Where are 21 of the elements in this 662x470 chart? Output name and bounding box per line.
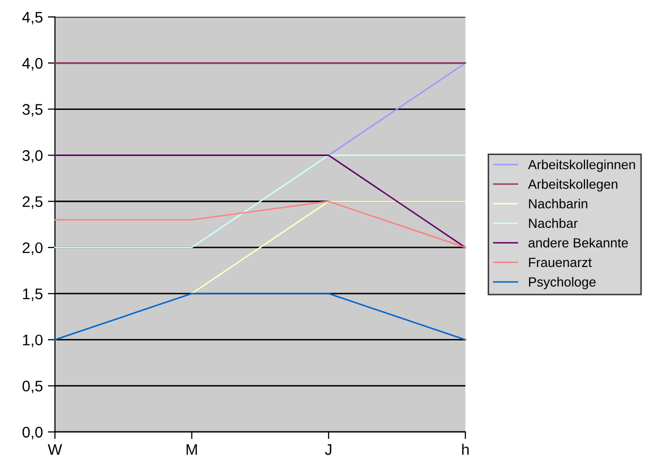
y-tick-label: 3,5	[22, 104, 42, 117]
y-tick-label: 0,5	[22, 380, 42, 394]
legend-label: Arbeitskollegen	[528, 179, 618, 192]
y-tick-label: 4,0	[22, 58, 43, 71]
x-tick-label: J	[324, 444, 332, 455]
y-tick-label: 2,5	[22, 196, 42, 209]
legend-label: Nachbarin	[529, 198, 588, 208]
x-tick-label: M	[186, 444, 197, 455]
legend-label: Arbeitskolleginnen	[528, 160, 635, 172]
y-tick-label: 0,0	[22, 426, 43, 440]
y-tick-label: 2,0	[22, 242, 43, 255]
legend-label: Nachbar	[529, 218, 578, 228]
x-tick-label: h	[462, 444, 469, 455]
legend-label: Frauenarzt	[529, 258, 592, 268]
x-tick-label: W	[48, 444, 62, 455]
legend-label: andere Bekannte	[528, 238, 628, 248]
y-tick-label: 1,0	[23, 334, 43, 348]
y-tick-label: 3,0	[22, 150, 43, 163]
legend-label: Psychologe	[529, 276, 596, 290]
y-tick-label: 4,5	[22, 12, 42, 24]
y-tick-label: 1,5	[23, 288, 42, 302]
